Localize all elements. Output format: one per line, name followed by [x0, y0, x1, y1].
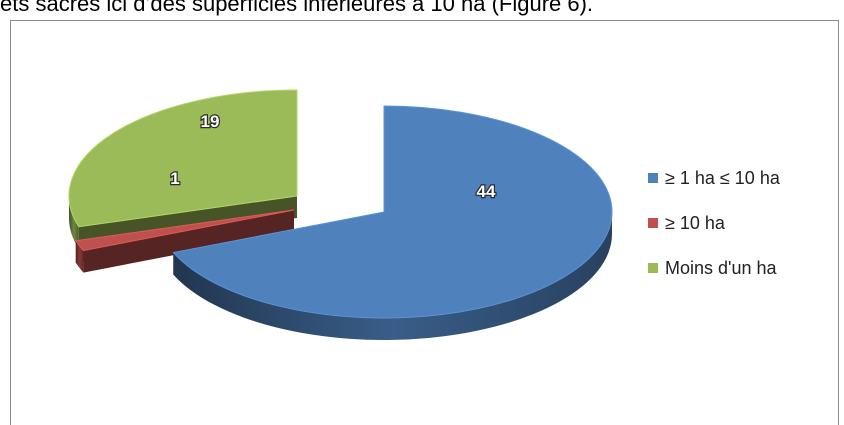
caption-text: ets sacrés ici d’des superficies inférie… — [0, 0, 594, 16]
pie-slice-1 — [74, 209, 295, 252]
pie-slice-rim-2 — [69, 196, 79, 249]
data-label-0: 44 — [477, 182, 496, 201]
legend-label: Moins d'un ha — [665, 257, 777, 278]
legend-swatch — [648, 173, 658, 183]
chart-legend: ≥ 1 ha ≤ 10 ha ≥ 10 ha Moins d'un ha — [648, 166, 780, 301]
pie-slice-0 — [172, 105, 613, 319]
pie-slice-rim-0 — [173, 212, 612, 340]
legend-item-1-to-10-ha: ≥ 1 ha ≤ 10 ha — [648, 166, 780, 190]
pie-slice-side-1-1 — [75, 210, 295, 263]
data-label-2: 19 — [201, 112, 220, 131]
legend-swatch — [648, 218, 658, 228]
pie-slice-2 — [68, 89, 298, 228]
legend-item-under-1-ha: Moins d'un ha — [648, 256, 780, 280]
legend-label: ≥ 10 ha — [665, 212, 725, 233]
legend-label: ≥ 1 ha ≤ 10 ha — [665, 167, 780, 188]
legend-item-over-10-ha: ≥ 10 ha — [648, 211, 780, 235]
chart-frame — [10, 20, 839, 425]
data-label-1: 1 — [170, 169, 179, 188]
legend-swatch — [648, 263, 658, 273]
